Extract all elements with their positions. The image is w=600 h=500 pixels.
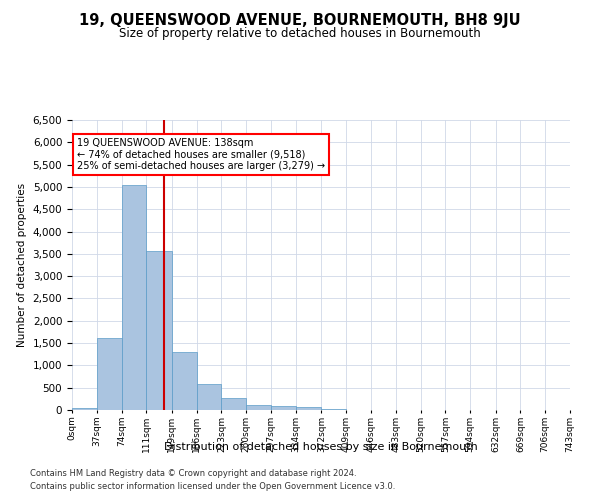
Bar <box>221 398 246 410</box>
Bar <box>146 250 172 410</box>
Text: Contains HM Land Registry data © Crown copyright and database right 2024.: Contains HM Land Registry data © Crown c… <box>30 468 356 477</box>
Bar <box>172 352 197 410</box>
Y-axis label: Number of detached properties: Number of detached properties <box>17 183 27 347</box>
Text: Contains public sector information licensed under the Open Government Licence v3: Contains public sector information licen… <box>30 482 395 491</box>
Text: Size of property relative to detached houses in Bournemouth: Size of property relative to detached ho… <box>119 28 481 40</box>
Text: 19, QUEENSWOOD AVENUE, BOURNEMOUTH, BH8 9JU: 19, QUEENSWOOD AVENUE, BOURNEMOUTH, BH8 … <box>79 12 521 28</box>
Bar <box>197 384 221 410</box>
Bar <box>122 184 146 410</box>
Bar <box>271 406 296 410</box>
Bar <box>97 338 122 410</box>
Text: Distribution of detached houses by size in Bournemouth: Distribution of detached houses by size … <box>164 442 478 452</box>
Text: 19 QUEENSWOOD AVENUE: 138sqm
← 74% of detached houses are smaller (9,518)
25% of: 19 QUEENSWOOD AVENUE: 138sqm ← 74% of de… <box>77 138 325 171</box>
Bar <box>246 404 271 410</box>
Bar <box>296 408 322 410</box>
Bar <box>72 408 97 410</box>
